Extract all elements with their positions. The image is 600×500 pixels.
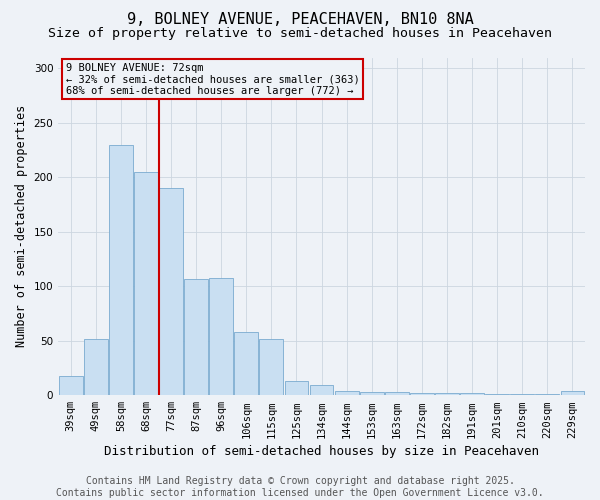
Bar bbox=[560, 391, 584, 395]
Bar bbox=[134, 172, 158, 395]
Bar bbox=[535, 394, 559, 395]
Text: 9 BOLNEY AVENUE: 72sqm
← 32% of semi-detached houses are smaller (363)
68% of se: 9 BOLNEY AVENUE: 72sqm ← 32% of semi-det… bbox=[66, 62, 360, 96]
Bar bbox=[460, 393, 484, 395]
Text: Size of property relative to semi-detached houses in Peacehaven: Size of property relative to semi-detach… bbox=[48, 28, 552, 40]
Bar bbox=[84, 338, 108, 395]
Bar bbox=[209, 278, 233, 395]
Bar bbox=[259, 338, 283, 395]
Bar bbox=[159, 188, 183, 395]
Bar bbox=[385, 392, 409, 395]
Bar bbox=[310, 386, 334, 395]
Text: 9, BOLNEY AVENUE, PEACEHAVEN, BN10 8NA: 9, BOLNEY AVENUE, PEACEHAVEN, BN10 8NA bbox=[127, 12, 473, 28]
Bar bbox=[284, 381, 308, 395]
Bar bbox=[410, 393, 434, 395]
Bar bbox=[109, 144, 133, 395]
Bar bbox=[360, 392, 383, 395]
Bar bbox=[435, 393, 459, 395]
Bar bbox=[485, 394, 509, 395]
Bar bbox=[511, 394, 534, 395]
Bar bbox=[184, 278, 208, 395]
Y-axis label: Number of semi-detached properties: Number of semi-detached properties bbox=[15, 105, 28, 348]
Bar bbox=[59, 376, 83, 395]
X-axis label: Distribution of semi-detached houses by size in Peacehaven: Distribution of semi-detached houses by … bbox=[104, 444, 539, 458]
Bar bbox=[235, 332, 258, 395]
Bar bbox=[335, 391, 359, 395]
Text: Contains HM Land Registry data © Crown copyright and database right 2025.
Contai: Contains HM Land Registry data © Crown c… bbox=[56, 476, 544, 498]
